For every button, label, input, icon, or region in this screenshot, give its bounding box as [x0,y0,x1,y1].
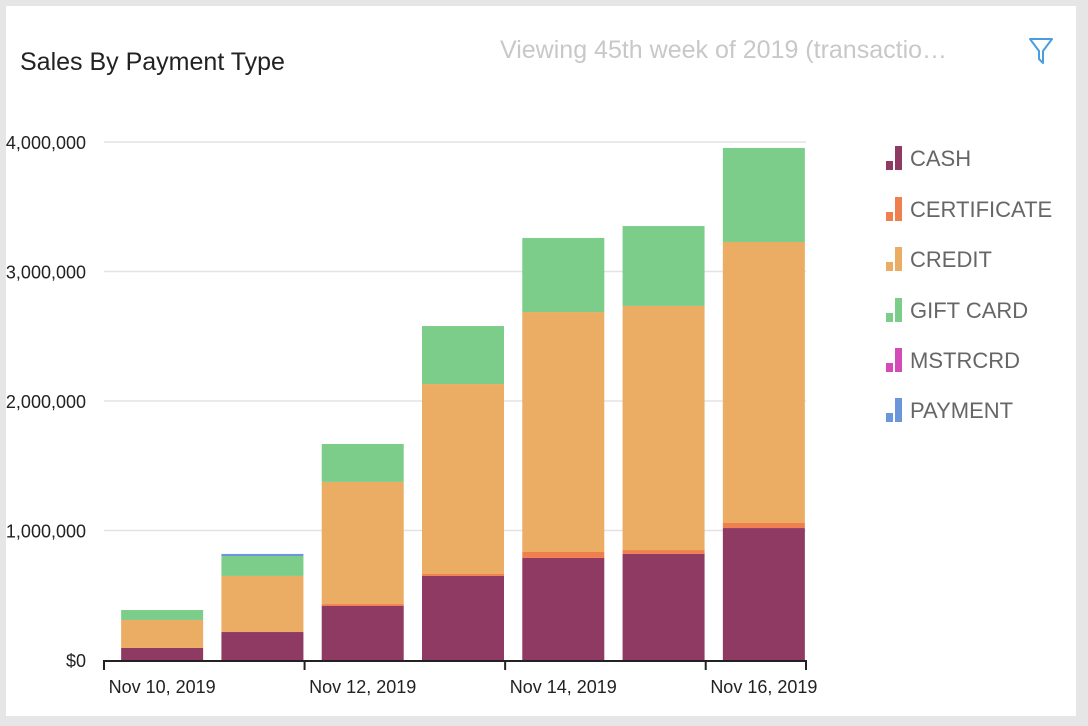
legend-swatch-icon [886,196,904,221]
chart-title: Sales By Payment Type [20,48,285,76]
legend-item-certificate[interactable]: CERTIFICATE [886,172,1052,222]
filter-description[interactable]: Viewing 45th week of 2019 (transactio… [500,36,948,64]
bar-segment-gift-card[interactable] [121,610,204,620]
y-tick-label: $1,000,000 [6,522,86,542]
filter-icon[interactable] [1028,36,1054,66]
legend-label: CREDIT [910,247,992,273]
bar-segment-gift-card[interactable] [321,443,404,482]
legend-label: CASH [910,146,972,172]
x-tick-label: Nov 16, 2019 [710,677,817,697]
legend-swatch-icon [886,297,904,322]
x-tick-label: Nov 12, 2019 [309,677,416,697]
bar-segment-credit[interactable] [121,619,204,648]
bar-segment-gift-card[interactable] [622,226,705,306]
legend-label: CERTIFICATE [910,196,1053,222]
bar-segment-certificate[interactable] [522,551,605,558]
legend-swatch-icon [886,347,904,372]
legend-swatch-icon [886,247,904,272]
y-tick-label: $2,000,000 [6,392,86,412]
bar-segment-credit[interactable] [321,481,404,605]
y-tick-label: $4,000,000 [6,133,86,153]
bar-segment-credit[interactable] [522,312,605,552]
bar-segment-cash[interactable] [121,647,204,660]
bar-segment-credit[interactable] [422,384,504,575]
legend-swatch-icon [886,146,904,171]
legend-item-cash[interactable]: CASH [886,122,1052,172]
chart-card: Sales By Payment Type Viewing 45th week … [6,6,1076,716]
bar-segment-gift-card[interactable] [522,237,605,313]
y-tick-label: $3,000,000 [6,263,86,283]
bar-segment-cash[interactable] [321,605,404,660]
y-tick-label: $0 [66,651,86,671]
legend-item-gift-card[interactable]: GIFT CARD [886,273,1052,323]
legend: CASH CERTIFICATE CREDIT GIFT CARD MSTRCRD PAY… [886,122,1052,424]
legend-label: GIFT CARD [910,297,1029,323]
legend-label: MSTRCRD [910,347,1020,373]
bar-segment-credit[interactable] [722,241,805,523]
bar-segment-certificate[interactable] [622,550,705,554]
bar-segment-cash[interactable] [221,632,304,660]
legend-label: PAYMENT [910,398,1014,424]
legend-item-payment[interactable]: PAYMENT [886,374,1052,424]
bar-segment-gift-card[interactable] [221,556,304,576]
bar-segment-cash[interactable] [422,575,504,660]
legend-swatch-icon [886,398,904,423]
legend-item-credit[interactable]: CREDIT [886,223,1052,273]
bar-segment-certificate[interactable] [722,522,805,529]
bar-segment-credit[interactable] [622,305,705,551]
bar-segment-certificate[interactable] [422,574,504,576]
bar-segment-cash[interactable] [522,557,605,660]
bar-segment-gift-card[interactable] [422,326,504,385]
bar-segment-cash[interactable] [722,528,805,660]
legend-item-mstrcrd[interactable]: MSTRCRD [886,324,1052,374]
x-tick-label: Nov 10, 2019 [109,677,216,697]
bar-segment-gift-card[interactable] [722,147,805,242]
bar-segment-certificate[interactable] [321,604,404,606]
x-tick-label: Nov 14, 2019 [510,677,617,697]
bar-segment-payment[interactable] [221,553,304,557]
bar-segment-credit[interactable] [221,575,304,633]
stacked-bar-chart: $0 $1,000,000 $2,000,000 $3,000,000 $4,000,0… [6,133,817,697]
bar-segment-cash[interactable] [622,553,705,660]
